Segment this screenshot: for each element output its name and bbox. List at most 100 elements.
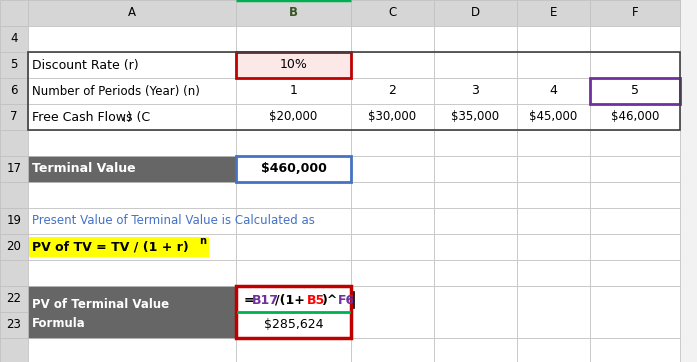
Bar bbox=[0, 104, 28, 130]
Bar bbox=[590, 78, 680, 104]
Bar bbox=[236, 286, 351, 312]
Bar bbox=[0, 286, 28, 312]
Bar bbox=[236, 338, 351, 362]
Bar bbox=[236, 52, 351, 78]
Bar bbox=[236, 286, 351, 312]
Text: 22: 22 bbox=[6, 292, 22, 306]
Bar bbox=[351, 286, 434, 338]
Text: F: F bbox=[631, 7, 638, 20]
Bar bbox=[0, 78, 28, 104]
Bar bbox=[590, 182, 680, 208]
Bar bbox=[590, 208, 680, 234]
Bar bbox=[517, 234, 590, 260]
Bar bbox=[590, 312, 680, 338]
Bar bbox=[590, 78, 680, 104]
Bar bbox=[517, 182, 590, 208]
Bar bbox=[28, 312, 236, 338]
Text: 2: 2 bbox=[388, 84, 397, 97]
Text: C: C bbox=[388, 7, 397, 20]
Bar bbox=[590, 78, 680, 104]
Bar bbox=[28, 156, 236, 182]
Text: PV of TV = TV / (1 + r): PV of TV = TV / (1 + r) bbox=[32, 240, 189, 253]
Bar bbox=[434, 0, 517, 26]
Bar bbox=[351, 208, 434, 234]
Text: Terminal Value: Terminal Value bbox=[32, 163, 136, 176]
Text: D: D bbox=[471, 7, 480, 20]
Bar bbox=[0, 182, 28, 208]
Text: ): ) bbox=[127, 110, 132, 123]
Bar bbox=[236, 312, 351, 338]
Bar bbox=[28, 130, 236, 156]
Text: Formula: Formula bbox=[32, 317, 86, 330]
Bar bbox=[517, 182, 590, 208]
Bar bbox=[0, 234, 28, 260]
Bar bbox=[0, 338, 28, 362]
Bar bbox=[28, 338, 236, 362]
Bar bbox=[434, 52, 517, 78]
Bar bbox=[517, 312, 590, 338]
Bar bbox=[434, 208, 517, 234]
Bar bbox=[28, 78, 236, 104]
Bar bbox=[434, 312, 517, 338]
Bar bbox=[434, 130, 517, 156]
Bar bbox=[0, 234, 28, 260]
Text: B5: B5 bbox=[307, 294, 325, 307]
Bar bbox=[28, 0, 236, 26]
Bar bbox=[434, 286, 517, 338]
Bar bbox=[236, 260, 351, 286]
Bar bbox=[351, 0, 434, 26]
Bar bbox=[517, 26, 590, 52]
Bar bbox=[236, 156, 351, 182]
Bar bbox=[0, 104, 28, 130]
Bar bbox=[590, 0, 680, 26]
Bar bbox=[590, 0, 680, 26]
Bar bbox=[590, 26, 680, 52]
Text: 20: 20 bbox=[6, 240, 22, 253]
Bar bbox=[590, 130, 680, 156]
Bar bbox=[590, 286, 680, 338]
Bar bbox=[236, 78, 351, 104]
Bar bbox=[351, 26, 434, 52]
Bar bbox=[28, 52, 236, 78]
Bar bbox=[28, 104, 236, 130]
Text: 1: 1 bbox=[289, 84, 298, 97]
Bar bbox=[434, 182, 517, 208]
Text: Discount Rate (r): Discount Rate (r) bbox=[32, 59, 139, 72]
Bar bbox=[28, 260, 236, 286]
Bar bbox=[517, 52, 590, 78]
Bar bbox=[434, 338, 517, 362]
Bar bbox=[236, 0, 351, 26]
Bar bbox=[0, 312, 28, 338]
Bar bbox=[434, 312, 517, 338]
Bar bbox=[236, 260, 351, 286]
Bar bbox=[351, 286, 434, 312]
Text: =: = bbox=[244, 294, 254, 307]
Bar bbox=[590, 182, 680, 208]
Bar bbox=[351, 104, 434, 130]
Text: $46,000: $46,000 bbox=[611, 110, 659, 123]
Bar bbox=[28, 104, 236, 130]
Bar bbox=[517, 234, 590, 260]
Bar bbox=[236, 182, 351, 208]
Bar bbox=[28, 338, 236, 362]
Text: B: B bbox=[289, 7, 298, 20]
Bar bbox=[517, 156, 590, 182]
Text: $285,624: $285,624 bbox=[263, 319, 323, 332]
Bar bbox=[236, 104, 351, 130]
Bar bbox=[590, 104, 680, 130]
Text: i: i bbox=[122, 115, 125, 125]
Bar bbox=[236, 286, 351, 338]
Text: PV of Terminal Value: PV of Terminal Value bbox=[32, 298, 169, 311]
Bar bbox=[351, 208, 434, 234]
Bar bbox=[28, 156, 236, 182]
Bar bbox=[517, 104, 590, 130]
Bar bbox=[28, 208, 236, 234]
Bar bbox=[434, 286, 517, 312]
Text: 5: 5 bbox=[631, 84, 639, 97]
Bar bbox=[351, 156, 434, 182]
Bar bbox=[590, 104, 680, 130]
Bar bbox=[590, 338, 680, 362]
Bar bbox=[517, 260, 590, 286]
Bar bbox=[0, 78, 28, 104]
Bar bbox=[434, 286, 517, 312]
